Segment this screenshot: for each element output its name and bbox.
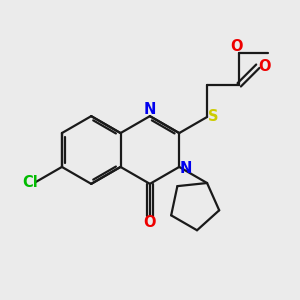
Text: O: O <box>230 39 242 54</box>
Text: O: O <box>258 59 271 74</box>
Text: N: N <box>179 161 192 176</box>
Text: Cl: Cl <box>22 175 38 190</box>
Text: O: O <box>144 215 156 230</box>
Text: S: S <box>208 110 219 124</box>
Text: N: N <box>144 102 156 117</box>
